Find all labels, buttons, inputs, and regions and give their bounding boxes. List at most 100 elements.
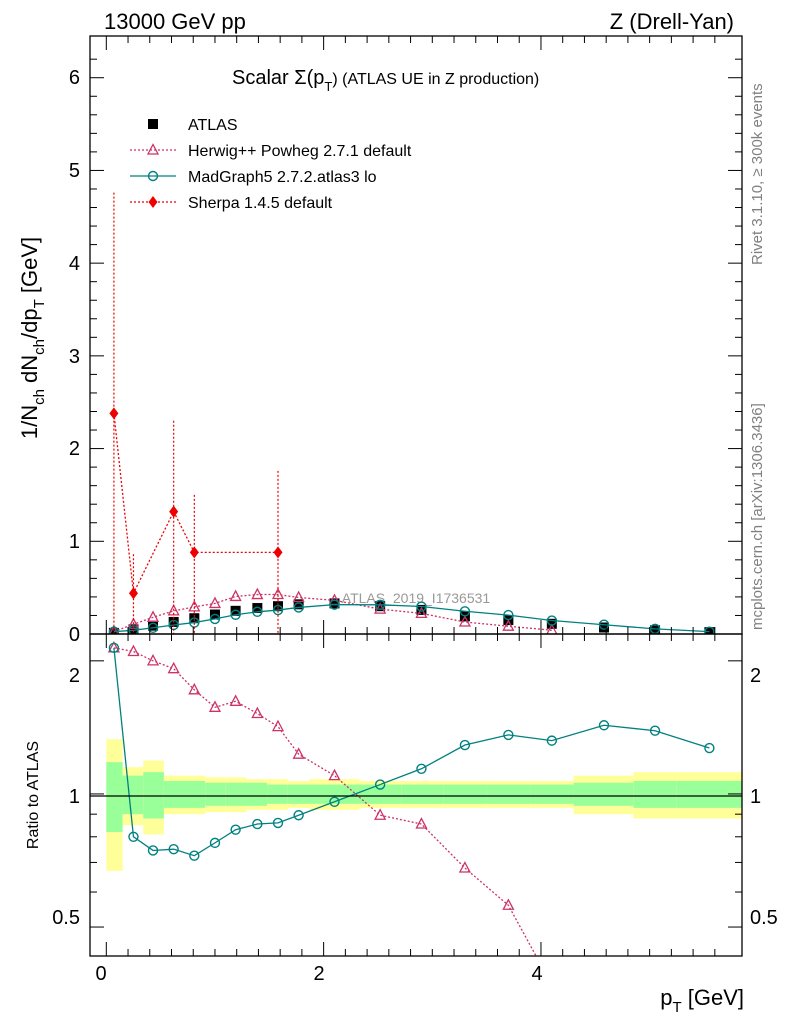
- band-inner: [443, 784, 487, 804]
- madgraph-marker-ratio: [230, 824, 241, 835]
- madgraph-marker-ratio: [503, 729, 514, 741]
- legend-madgraph-marker: [147, 170, 159, 182]
- ratio-panel-frame: [89, 633, 743, 957]
- band-inner: [287, 784, 310, 804]
- y-tick-labels-main: 0 1 2 3 4 5 6: [69, 67, 80, 646]
- madgraph-marker-main: [704, 626, 715, 634]
- madgraph-marker-main: [252, 606, 263, 618]
- y-tick-label-main: 4: [69, 253, 80, 275]
- madgraph-marker-main: [329, 599, 340, 610]
- band-inner: [486, 784, 531, 804]
- band-inner: [401, 784, 444, 804]
- y-tick-label-ratio: 2: [69, 665, 80, 687]
- madgraph-marker-main: [649, 623, 661, 634]
- legend-label: Herwig++ Powheg 2.7.1 default: [188, 143, 412, 160]
- band-inner: [246, 782, 268, 806]
- atlas-data-point: [128, 624, 139, 634]
- y-tick-label-ratio-right: 2: [750, 665, 761, 687]
- y-tick-label-main: 0: [69, 624, 80, 646]
- herwig-marker-ratio: [328, 768, 341, 781]
- band-inner: [122, 775, 144, 815]
- x-tick-label: 4: [531, 963, 542, 985]
- atlas-data-point: [704, 627, 715, 634]
- rivet-label: Rivet 3.1.10, ≥ 300k events: [749, 83, 766, 265]
- sherpa-marker-main: [273, 546, 283, 559]
- herwig-marker-main: [251, 587, 264, 600]
- header-left: 13000 GeV pp: [104, 9, 246, 34]
- y-tick-label-ratio: 1: [69, 786, 80, 808]
- axis-ticks: [90, 36, 742, 956]
- herwig-marker-main: [502, 619, 515, 631]
- y-axis-label-main: 1/Nch dNch/dpT [GeV]: [17, 237, 48, 439]
- madgraph-marker-ratio: [293, 810, 304, 821]
- x-axis-label: pT [GeV]: [660, 985, 744, 1016]
- main-panel-series: [108, 192, 715, 634]
- x-tick-labels: 0 2 4: [95, 963, 542, 985]
- herwig-marker-main: [208, 596, 222, 609]
- legend-label: ATLAS: [188, 117, 238, 134]
- madgraph-line-ratio: [113, 647, 710, 857]
- madgraph-marker-ratio: [272, 817, 284, 829]
- madgraph-marker-main: [108, 626, 120, 634]
- band-inner: [143, 772, 164, 819]
- madgraph-marker-ratio: [168, 843, 179, 855]
- herwig-line-ratio: [113, 647, 537, 956]
- x-tick-label: 0: [95, 963, 106, 985]
- sherpa-marker-main: [189, 546, 199, 559]
- legend-herwig-marker: [146, 143, 160, 155]
- band-inner: [530, 784, 574, 804]
- y-tick-labels-ratio: 0.5 1 2 0.5 1 2: [52, 665, 778, 929]
- madgraph-marker-ratio: [128, 831, 139, 842]
- band-inner: [309, 784, 360, 804]
- herwig-marker-main: [546, 623, 558, 634]
- herwig-marker-main: [271, 587, 285, 600]
- madgraph-marker-main: [230, 609, 241, 620]
- madgraph-marker-ratio: [209, 837, 221, 849]
- sherpa-marker-main: [169, 505, 179, 518]
- herwig-marker-ratio: [502, 898, 515, 910]
- madgraph-marker-ratio: [459, 739, 471, 751]
- herwig-marker-ratio: [271, 719, 285, 732]
- madgraph-marker-main: [374, 599, 386, 610]
- herwig-marker-ratio: [167, 661, 180, 674]
- band-inner: [225, 782, 247, 806]
- madgraph-marker-main: [459, 606, 471, 617]
- madgraph-marker-main: [293, 602, 304, 613]
- y-tick-label-main: 3: [69, 346, 80, 368]
- atlas-data-point: [293, 599, 304, 610]
- herwig-marker-main: [146, 610, 160, 622]
- herwig-marker-ratio: [229, 694, 242, 706]
- band-inner: [184, 780, 206, 808]
- atlas-data-point: [148, 620, 159, 631]
- madgraph-marker-main: [272, 604, 284, 616]
- herwig-marker-ratio: [251, 706, 264, 719]
- madgraph-marker-main: [147, 622, 159, 633]
- madgraph-marker-ratio: [374, 779, 386, 790]
- legend-label: Sherpa 1.4.5 default: [188, 195, 333, 212]
- legend-markers: [130, 119, 176, 208]
- madgraph-marker-main: [503, 609, 514, 621]
- madgraph-marker-main: [128, 625, 139, 634]
- herwig-marker-main: [458, 615, 471, 627]
- herwig-marker-ratio: [374, 808, 387, 820]
- atlas-data-point: [416, 604, 427, 615]
- mcplots-label: mcplots.cern.ch [arXiv:1306.3436]: [749, 403, 766, 630]
- band-inner: [163, 780, 185, 808]
- band-inner: [359, 784, 402, 804]
- madgraph-marker-main: [416, 601, 427, 612]
- madgraph-marker-ratio: [416, 763, 427, 774]
- madgraph-marker-ratio: [108, 642, 120, 654]
- madgraph-marker-ratio: [546, 735, 558, 746]
- x-tick-label: 2: [313, 963, 324, 985]
- y-tick-label-ratio-right: 0.5: [750, 907, 778, 929]
- madgraph-marker-ratio: [147, 845, 159, 856]
- madgraph-marker-ratio: [704, 742, 715, 754]
- herwig-marker-main: [188, 599, 201, 612]
- legend: ATLAS Herwig++ Powheg 2.7.1 default MadG…: [130, 117, 412, 212]
- herwig-marker-ratio: [208, 700, 222, 712]
- herwig-marker-ratio: [292, 747, 305, 759]
- atlas-data-point: [375, 601, 386, 612]
- herwig-marker-main: [292, 590, 305, 603]
- chart-title: Scalar Σ(pT) (ATLAS UE in Z production): [232, 67, 539, 94]
